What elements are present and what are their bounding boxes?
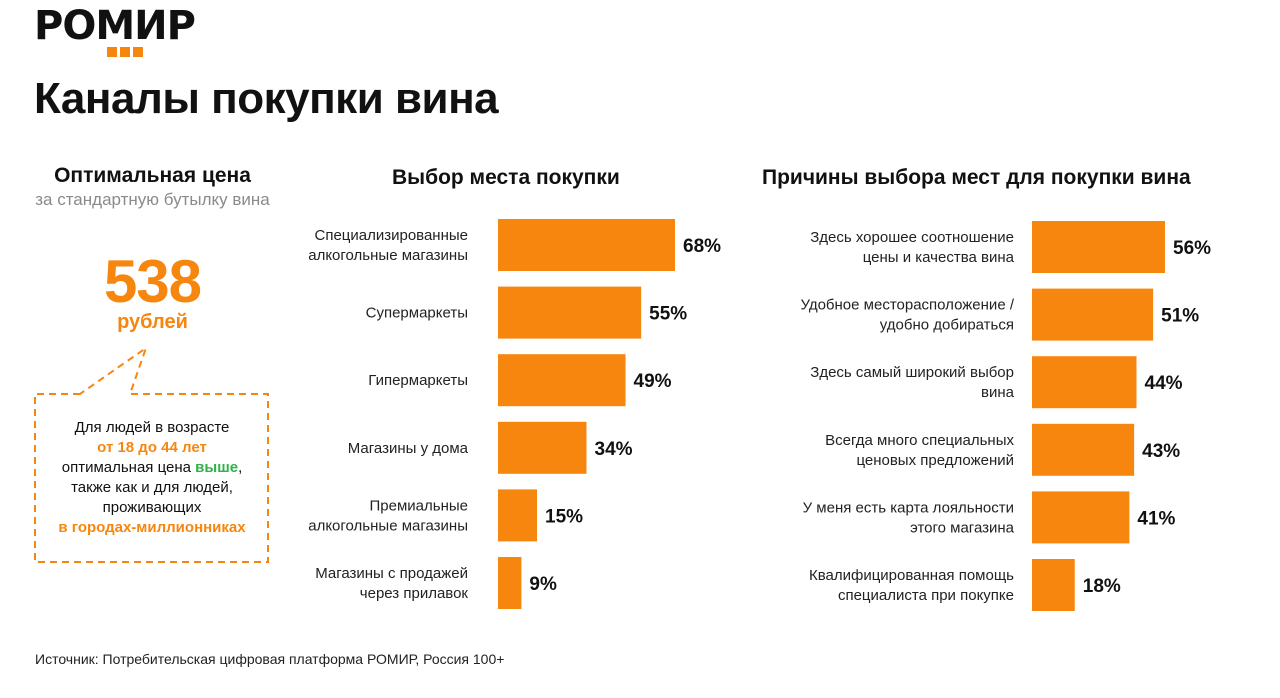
chart-1-category-label-6: Магазины с продажей через прилавок xyxy=(315,565,468,602)
chart-2-bar-4 xyxy=(1032,423,1135,476)
chart-2-category-label-1: Здесь хорошее соотношение цены и качества… xyxy=(810,229,1014,266)
callout-city-highlight: в городах-миллионниках xyxy=(58,519,246,536)
logo-text: РОМИР xyxy=(34,3,196,49)
chart-2-value-label-2: 51% xyxy=(1161,306,1199,327)
chart-1-bar-4 xyxy=(498,421,587,474)
optimal-price-panel: Оптимальная цена за стандартную бутылку … xyxy=(30,160,275,333)
chart-1-bar-1 xyxy=(498,219,675,271)
chart-2-bar-6 xyxy=(1032,559,1075,611)
chart-2-category-label-2: Удобное месторасположение / удобно добира… xyxy=(800,297,1014,334)
chart-2-bar-5 xyxy=(1032,491,1130,544)
chart-2-category-label-6: Квалифицированная помощь специалиста при … xyxy=(809,567,1014,604)
chart-1-category-label-5: Премиальные алкогольные магазины xyxy=(308,497,468,534)
callout-higher-highlight: выше xyxy=(195,459,239,476)
chart-2-value-label-4: 43% xyxy=(1142,441,1180,462)
price-unit: рублей xyxy=(117,311,188,333)
price-value: 538 xyxy=(103,248,202,315)
chart-2-category-label-5: У меня есть карта лояльности этого магази… xyxy=(803,499,1015,536)
chart-1-bar-3 xyxy=(498,354,626,407)
chart-2-bar-3 xyxy=(1032,356,1137,409)
chart-1-title: Выбор места покупки xyxy=(392,166,620,189)
chart-2-bar-1 xyxy=(1032,221,1165,273)
callout-line-1: Для людей в возрасте xyxy=(74,419,230,436)
chart-1-value-label-4: 34% xyxy=(595,439,633,460)
chart-1-bar-5 xyxy=(498,489,538,542)
chart-2-value-label-5: 41% xyxy=(1137,508,1175,529)
callout-line-5: проживающих xyxy=(102,499,202,516)
optimal-price-heading: Оптимальная цена xyxy=(54,164,251,187)
chart-1-value-label-2: 55% xyxy=(649,304,687,325)
chart-2-bar-2 xyxy=(1032,288,1154,341)
chart-1-value-label-1: 68% xyxy=(683,236,721,257)
callout-age-highlight: от 18 до 44 лет xyxy=(97,439,207,456)
chart-2-category-label-4: Всегда много специальных ценовых предложе… xyxy=(825,432,1014,469)
callout-line-3: оптимальная цена выше, xyxy=(61,459,243,476)
source-note: Источник: Потребительская цифровая платф… xyxy=(35,651,505,667)
callout-line-4: также как и для людей, xyxy=(71,479,233,496)
chart-2-value-label-3: 44% xyxy=(1145,373,1183,394)
chart-2-title: Причины выбора мест для покупки вина xyxy=(762,166,1191,189)
chart-2-value-label-1: 56% xyxy=(1173,238,1211,259)
chart-1-category-label-4: Магазины у дома xyxy=(348,440,469,457)
page-title: Каналы покупки вина xyxy=(34,74,499,123)
chart-1-category-label-1: Специализированные алкогольные магазины xyxy=(308,227,468,264)
logo-dots-icon xyxy=(107,47,143,57)
chart-1-category-label-3: Гипермаркеты xyxy=(368,372,468,389)
optimal-price-subheading: за стандартную бутылку вина xyxy=(35,190,270,209)
chart-1-value-label-5: 15% xyxy=(545,506,583,527)
chart-1-bar-6 xyxy=(498,557,522,609)
callout-text: Для людей в возрасте от 18 до 44 лет опт… xyxy=(36,418,268,538)
romir-logo: РОМИР xyxy=(34,6,224,60)
chart-1-bar-2 xyxy=(498,286,642,339)
chart-2-value-label-6: 18% xyxy=(1083,576,1121,597)
chart-1-value-label-6: 9% xyxy=(529,574,557,595)
chart-1-category-label-2: Супермаркеты xyxy=(366,305,468,322)
chart-1-value-label-3: 49% xyxy=(634,371,672,392)
chart-2-category-label-3: Здесь самый широкий выбор вина xyxy=(810,364,1014,401)
